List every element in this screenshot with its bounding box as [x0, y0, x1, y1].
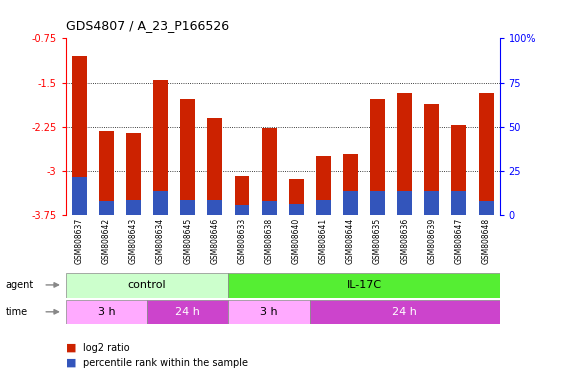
Bar [66, 273, 228, 298]
Text: GSM808634: GSM808634 [156, 218, 165, 264]
Bar [228, 300, 309, 324]
Bar [343, 154, 358, 215]
Bar [207, 118, 222, 215]
Text: 24 h: 24 h [175, 307, 200, 317]
Text: GDS4807 / A_23_P166526: GDS4807 / A_23_P166526 [66, 19, 229, 32]
Bar [180, 200, 195, 215]
Text: control: control [128, 280, 166, 290]
Bar [153, 80, 168, 215]
Bar [370, 192, 385, 215]
Text: IL-17C: IL-17C [347, 280, 381, 290]
Bar [99, 131, 114, 215]
Bar [478, 93, 493, 215]
Text: GSM808642: GSM808642 [102, 218, 111, 264]
Bar [147, 300, 228, 324]
Bar [207, 200, 222, 215]
Text: time: time [6, 307, 28, 317]
Text: GSM808645: GSM808645 [183, 218, 192, 264]
Text: GSM808643: GSM808643 [129, 218, 138, 264]
Bar [309, 300, 500, 324]
Bar [262, 128, 276, 215]
Text: percentile rank within the sample: percentile rank within the sample [83, 358, 248, 368]
Text: GSM808633: GSM808633 [238, 218, 247, 264]
Bar [316, 200, 331, 215]
Text: ■: ■ [66, 358, 76, 368]
Bar [262, 202, 276, 215]
Text: 24 h: 24 h [392, 307, 417, 317]
Text: 3 h: 3 h [260, 307, 278, 317]
Text: 3 h: 3 h [98, 307, 115, 317]
Bar [228, 273, 500, 298]
Text: GSM808641: GSM808641 [319, 218, 328, 264]
Bar [153, 192, 168, 215]
Text: ■: ■ [66, 343, 76, 353]
Text: GSM808636: GSM808636 [400, 218, 409, 264]
Bar [478, 202, 493, 215]
Bar [180, 99, 195, 215]
Bar [72, 56, 87, 215]
Text: log2 ratio: log2 ratio [83, 343, 130, 353]
Bar [452, 125, 467, 215]
Text: GSM808644: GSM808644 [346, 218, 355, 264]
Bar [289, 179, 304, 215]
Text: GSM808635: GSM808635 [373, 218, 382, 264]
Bar [66, 300, 147, 324]
Text: GSM808638: GSM808638 [264, 218, 274, 264]
Bar [72, 177, 87, 215]
Text: GSM808639: GSM808639 [427, 218, 436, 264]
Text: GSM808640: GSM808640 [292, 218, 301, 264]
Bar [397, 192, 412, 215]
Bar [424, 192, 439, 215]
Bar [452, 192, 467, 215]
Bar [370, 99, 385, 215]
Bar [126, 133, 141, 215]
Text: GSM808647: GSM808647 [455, 218, 464, 264]
Bar [424, 104, 439, 215]
Text: GSM808637: GSM808637 [75, 218, 84, 264]
Bar [235, 205, 250, 215]
Text: GSM808646: GSM808646 [210, 218, 219, 264]
Bar [316, 156, 331, 215]
Bar [99, 202, 114, 215]
Text: agent: agent [6, 280, 34, 290]
Bar [289, 204, 304, 215]
Bar [235, 175, 250, 215]
Bar [126, 200, 141, 215]
Text: GSM808648: GSM808648 [481, 218, 490, 264]
Bar [397, 93, 412, 215]
Bar [343, 192, 358, 215]
